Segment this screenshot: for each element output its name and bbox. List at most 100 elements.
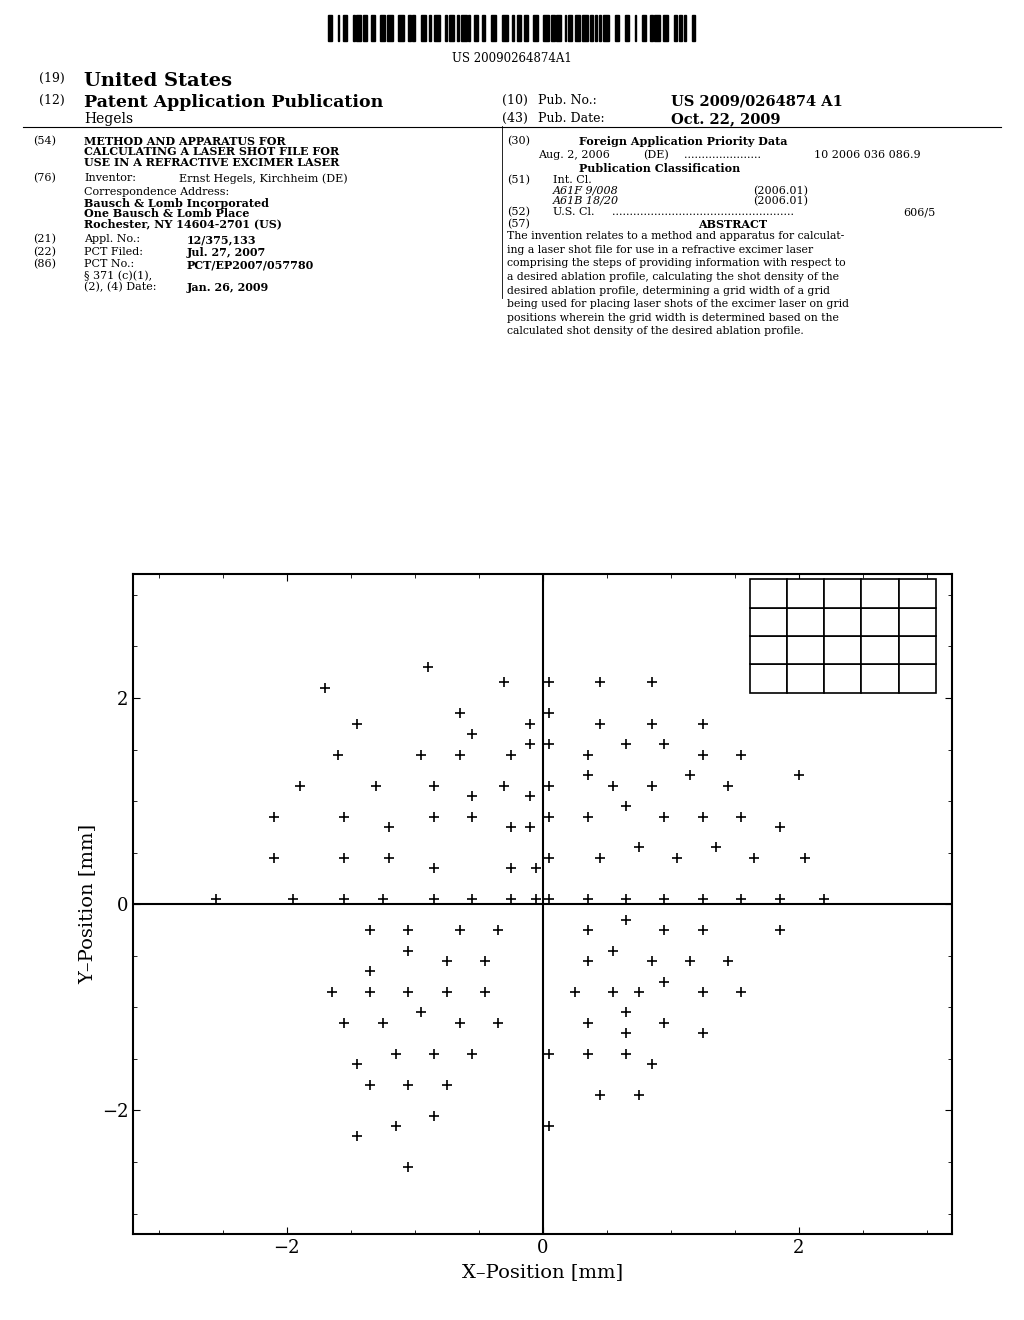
Bar [861, 607, 899, 636]
Bar [534, 15, 538, 41]
Text: Hegels: Hegels [84, 112, 133, 125]
Text: (10): (10) [502, 94, 527, 107]
Bar [517, 15, 521, 41]
Bar [434, 15, 439, 41]
Text: U.S. Cl.: U.S. Cl. [553, 207, 595, 216]
Bar [449, 15, 455, 41]
Text: Pub. No.:: Pub. No.: [538, 94, 596, 107]
Bar [564, 15, 566, 41]
Text: Correspondence Address:: Correspondence Address: [84, 187, 229, 198]
Text: Ernst Hegels, Kirchheim (DE): Ernst Hegels, Kirchheim (DE) [179, 173, 348, 183]
Text: (21): (21) [33, 234, 55, 244]
Text: United States: United States [84, 73, 232, 90]
Bar [625, 15, 629, 41]
Y-axis label: Y–Position [mm]: Y–Position [mm] [78, 824, 96, 985]
Text: (57): (57) [507, 219, 529, 230]
Bar [468, 15, 470, 41]
Text: § 371 (c)(1),: § 371 (c)(1), [84, 271, 153, 281]
Text: (43): (43) [502, 112, 527, 125]
Text: (2006.01): (2006.01) [753, 186, 808, 195]
Text: (2006.01): (2006.01) [753, 195, 808, 206]
Bar [380, 15, 385, 41]
Bar [338, 15, 339, 41]
Text: (12): (12) [39, 94, 65, 107]
Text: Int. Cl.: Int. Cl. [553, 176, 592, 185]
Bar [824, 607, 861, 636]
Bar [824, 579, 861, 607]
Bar [603, 15, 609, 41]
Text: (76): (76) [33, 173, 55, 183]
Bar [457, 15, 460, 41]
Text: 12/375,133: 12/375,133 [186, 234, 256, 246]
Bar [595, 15, 597, 41]
Text: PCT No.:: PCT No.: [84, 259, 134, 269]
Bar [787, 579, 824, 607]
Text: US 20090264874A1: US 20090264874A1 [453, 51, 571, 65]
Bar [635, 15, 636, 41]
Bar [582, 15, 588, 41]
Bar [328, 15, 332, 41]
Text: 606/5: 606/5 [903, 207, 935, 216]
Bar [474, 15, 478, 41]
Bar [568, 15, 572, 41]
Bar [750, 636, 787, 664]
Text: PCT/EP2007/057780: PCT/EP2007/057780 [186, 259, 313, 271]
Bar [398, 15, 404, 41]
Text: 10 2006 036 086.9: 10 2006 036 086.9 [814, 149, 921, 160]
Text: (86): (86) [33, 259, 55, 269]
Bar [364, 15, 368, 41]
Bar [544, 15, 549, 41]
Bar [599, 15, 601, 41]
Bar [387, 15, 392, 41]
Bar [679, 15, 682, 41]
Bar [899, 607, 936, 636]
Text: (19): (19) [39, 73, 65, 86]
Bar [502, 15, 508, 41]
Bar [861, 664, 899, 693]
Bar [429, 15, 431, 41]
Bar [899, 664, 936, 693]
Bar [750, 579, 787, 607]
Bar [692, 15, 694, 41]
Bar [824, 636, 861, 664]
Bar [684, 15, 686, 41]
Text: (DE): (DE) [643, 149, 669, 160]
Text: (2), (4) Date:: (2), (4) Date: [84, 281, 157, 292]
Text: One Bausch & Lomb Place: One Bausch & Lomb Place [84, 209, 249, 219]
Text: Foreign Application Priority Data: Foreign Application Priority Data [579, 136, 787, 147]
Bar [614, 15, 618, 41]
Text: Pub. Date:: Pub. Date: [538, 112, 604, 125]
Bar [861, 636, 899, 664]
Bar [787, 636, 824, 664]
Bar [824, 664, 861, 693]
Bar [461, 15, 467, 41]
Text: METHOD AND APPARATUS FOR: METHOD AND APPARATUS FOR [84, 136, 286, 147]
Bar [750, 664, 787, 693]
Bar [353, 15, 355, 41]
Bar [445, 15, 447, 41]
Bar [413, 15, 415, 41]
Text: A61B 18/20: A61B 18/20 [553, 195, 620, 206]
Text: ....................................................: ........................................… [612, 207, 795, 216]
Bar [482, 15, 484, 41]
Text: Publication Classification: Publication Classification [579, 162, 739, 174]
Text: (30): (30) [507, 136, 529, 147]
Bar [899, 579, 936, 607]
Bar [512, 15, 514, 41]
Text: CALCULATING A LASER SHOT FILE FOR: CALCULATING A LASER SHOT FILE FOR [84, 147, 339, 157]
Text: Aug. 2, 2006: Aug. 2, 2006 [538, 149, 609, 160]
Text: USE IN A REFRACTIVE EXCIMER LASER: USE IN A REFRACTIVE EXCIMER LASER [84, 157, 339, 168]
Bar [899, 636, 936, 664]
X-axis label: X–Position [mm]: X–Position [mm] [462, 1263, 624, 1280]
Bar [663, 15, 669, 41]
Text: Oct. 22, 2009: Oct. 22, 2009 [671, 112, 780, 125]
Text: (52): (52) [507, 207, 529, 218]
Text: Rochester, NY 14604-2701 (US): Rochester, NY 14604-2701 (US) [84, 219, 282, 230]
Bar [372, 15, 376, 41]
Text: ......................: ...................... [684, 149, 761, 160]
Bar [787, 664, 824, 693]
Text: (51): (51) [507, 176, 529, 186]
Bar [654, 15, 660, 41]
Bar [356, 15, 360, 41]
Bar [523, 15, 527, 41]
